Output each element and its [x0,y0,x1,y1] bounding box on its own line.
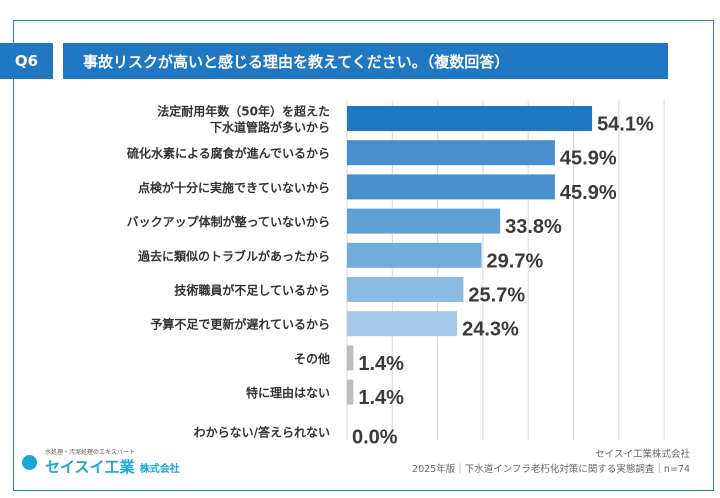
category-label: 硫化水素による腐食が進んでいるから [127,146,330,161]
value-label: 1.4% [358,353,404,375]
chart-frame [13,20,714,491]
value-label: 24.3% [462,319,519,341]
footer-source: セイスイ工業株式会社 2025年版｜下水道インフラ老朽化対策に関する実態調査｜n… [412,447,690,477]
value-label: 45.9% [560,148,617,170]
category-label: 特に理由はない [246,385,330,400]
logo-name: セイスイ工業 [45,458,135,476]
category-label: 法定耐用年数（50年）を超えた [157,104,330,119]
company-logo: 水処理・汚泥処理のエキスパート セイスイ工業 株式会社 [22,447,180,477]
value-label: 0.0% [352,426,398,448]
category-label: 下水道管路が多いから [210,120,330,135]
bar [347,379,354,405]
category-label: 技術職員が不足しているから [174,283,330,298]
category-label: 過去に類似のトラブルがあったから [137,248,330,263]
question-number: Q6 [0,43,53,79]
bar [347,277,464,302]
footer-survey: 2025年版｜下水道インフラ老朽化対策に関する実態調査｜n=74 [412,464,690,475]
bar [347,242,482,268]
logo-tagline: 水処理・汚泥処理のエキスパート [45,449,135,456]
value-label: 1.4% [358,387,404,409]
bar [347,345,354,371]
logo-suffix: 株式会社 [139,464,180,475]
bar [347,140,555,166]
bar [347,208,501,234]
bar [347,311,458,337]
question-title: 事故リスクが高いと感じる理由を教えてください。（複数回答） [63,43,668,79]
category-label: バックアップ体制が整っていないから [127,214,330,229]
category-label: わからない/答えられない [194,424,330,439]
bar [347,106,593,131]
footer-company: セイスイ工業株式会社 [595,449,690,460]
category-label: 点検が十分に実施できていないから [138,180,330,195]
category-label: その他 [294,351,330,366]
value-label: 45.9% [560,182,617,204]
category-label: 予算不足で更新が遅れているから [150,317,330,332]
value-label: 29.7% [487,250,544,272]
logo-mark-icon [22,454,37,470]
value-label: 25.7% [468,285,525,307]
value-label: 54.1% [597,114,654,136]
value-label: 33.8% [505,216,562,238]
bar [347,174,555,200]
